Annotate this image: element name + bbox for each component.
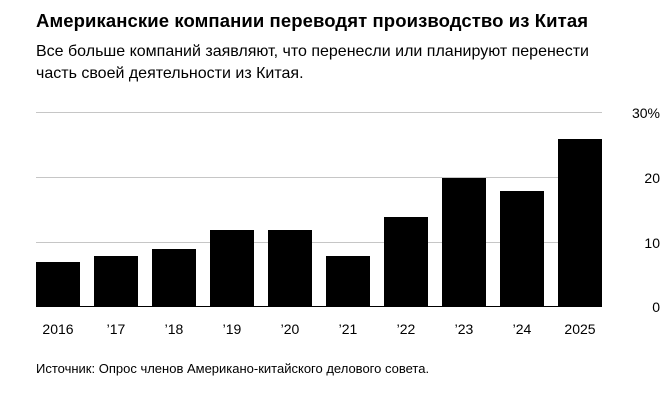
y-tick-label: 0: [652, 299, 660, 316]
y-axis: 0 10 20 30%: [608, 106, 660, 314]
bars-container: [36, 113, 602, 308]
gridline-30: [36, 112, 602, 114]
y-tick-label: 30%: [631, 105, 660, 122]
chart-title: Американские компании переводят производ…: [36, 10, 589, 31]
bar-19: [210, 229, 254, 308]
gridline-0: [36, 306, 602, 308]
chart-subtitle: Все больше компаний заявляют, что перене…: [36, 43, 589, 83]
x-tick-label: ’21: [338, 321, 358, 338]
bar-20: [268, 229, 312, 308]
x-tick-label: ’23: [454, 321, 474, 338]
x-tick-label: ’22: [396, 321, 416, 338]
gridline-10: [36, 241, 602, 243]
bar-2025: [558, 139, 602, 308]
bar-21: [326, 255, 370, 308]
y-tick-label: 20: [644, 170, 660, 187]
bar-17: [94, 255, 138, 308]
bar-18: [152, 249, 196, 308]
x-tick-label: ’19: [222, 321, 242, 338]
bar-2016: [36, 262, 80, 308]
x-tick-label: ’24: [512, 321, 532, 338]
x-axis: 2016 ’17 ’18 ’19 ’20 ’21 ’22 ’23 ’24 2025: [36, 312, 602, 337]
x-tick-label: ’18: [164, 321, 184, 338]
x-tick-label: ’20: [280, 321, 300, 338]
gridlines-layer: [36, 112, 602, 308]
bar-23: [442, 178, 486, 308]
x-tick-label: 2025: [564, 321, 596, 338]
x-tick-label: 2016: [42, 321, 74, 338]
bar-chart: 0 10 20 30% 2016 ’17 ’18 ’19 ’20 ’21 ’22 ’23 ’24 202…: [36, 97, 660, 337]
plot-area: [36, 112, 602, 308]
y-tick-label: 10: [644, 234, 660, 251]
bar-22: [384, 216, 428, 308]
source-note: Источник: Опрос членов Американо-китайск…: [36, 361, 430, 377]
bar-24: [500, 190, 544, 308]
gridline-20: [36, 177, 602, 179]
x-tick-label: ’17: [106, 321, 126, 338]
